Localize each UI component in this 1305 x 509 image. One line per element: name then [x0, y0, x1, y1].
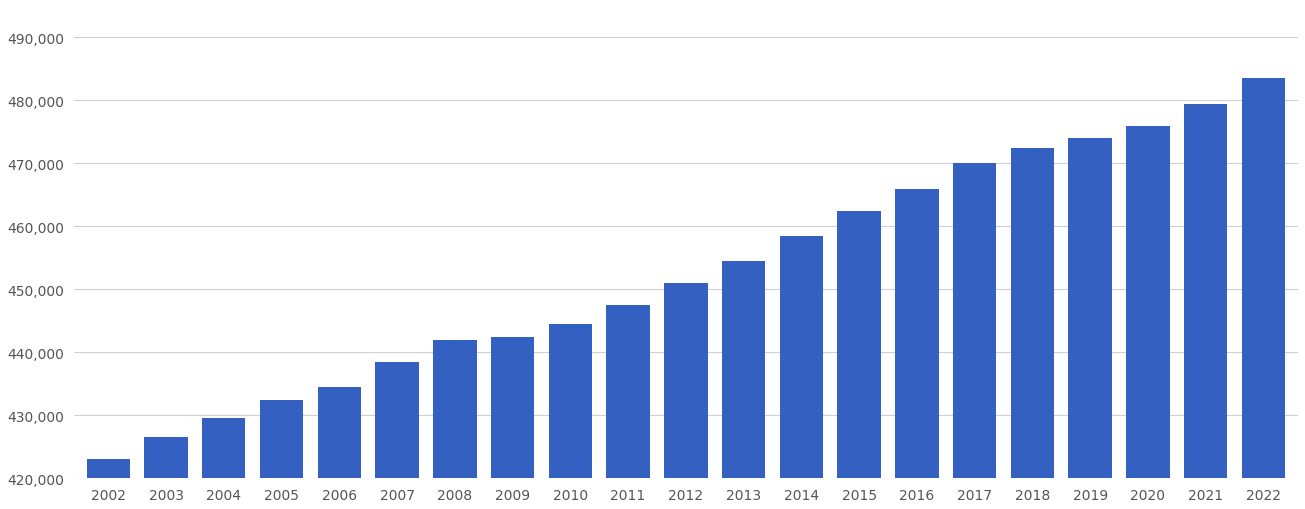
Bar: [317, 387, 361, 478]
Bar: [664, 284, 707, 478]
Bar: [145, 438, 188, 478]
Bar: [607, 305, 650, 478]
Bar: [202, 419, 245, 478]
Bar: [895, 189, 938, 478]
Bar: [1069, 139, 1112, 478]
Bar: [1011, 148, 1054, 478]
Bar: [779, 236, 823, 478]
Bar: [1184, 104, 1227, 478]
Bar: [1126, 126, 1169, 478]
Bar: [722, 262, 765, 478]
Bar: [548, 324, 592, 478]
Bar: [838, 211, 881, 478]
Bar: [1242, 79, 1285, 478]
Bar: [433, 340, 476, 478]
Bar: [953, 164, 996, 478]
Bar: [491, 337, 534, 478]
Bar: [86, 460, 130, 478]
Bar: [376, 362, 419, 478]
Bar: [260, 400, 303, 478]
